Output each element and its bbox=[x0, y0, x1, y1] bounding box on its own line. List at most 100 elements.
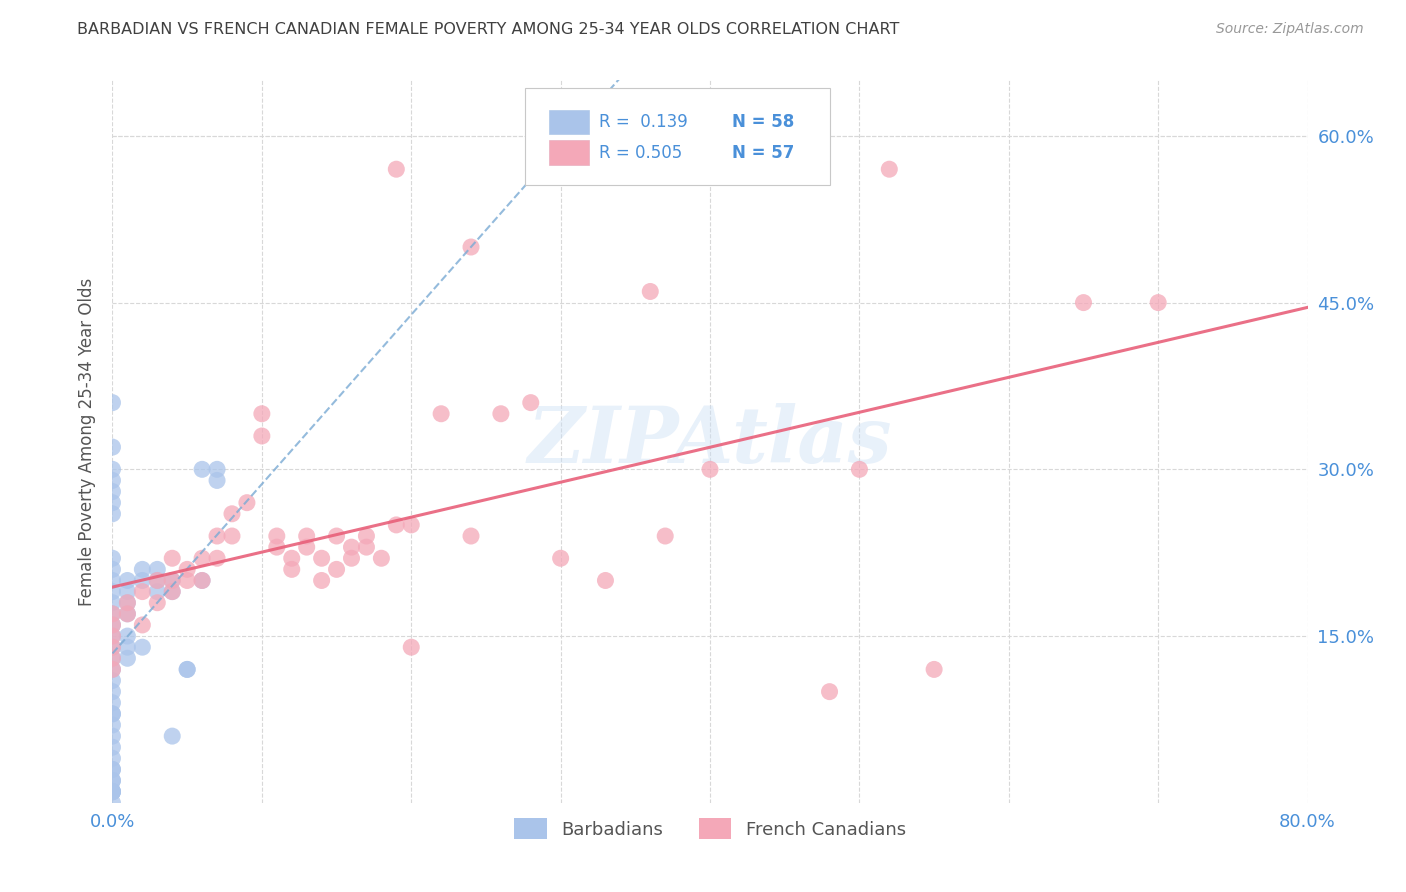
Point bbox=[101, 574, 124, 588]
Point bbox=[117, 629, 139, 643]
Point bbox=[385, 162, 408, 177]
Point bbox=[295, 540, 318, 554]
Point bbox=[221, 507, 243, 521]
Point bbox=[325, 562, 347, 576]
Point bbox=[101, 796, 124, 810]
Point bbox=[281, 562, 304, 576]
Point bbox=[101, 484, 124, 499]
Point bbox=[162, 551, 183, 566]
Point bbox=[311, 574, 333, 588]
Point bbox=[162, 729, 183, 743]
Point bbox=[162, 584, 183, 599]
Point bbox=[101, 507, 124, 521]
Point bbox=[266, 529, 288, 543]
Point bbox=[489, 407, 512, 421]
Point bbox=[550, 551, 572, 566]
Point bbox=[131, 562, 153, 576]
Point bbox=[101, 640, 124, 655]
Text: R = 0.505: R = 0.505 bbox=[599, 144, 682, 161]
Point bbox=[356, 529, 378, 543]
Point bbox=[101, 751, 124, 765]
Point bbox=[101, 640, 124, 655]
Point bbox=[101, 706, 124, 721]
Point bbox=[325, 529, 347, 543]
FancyBboxPatch shape bbox=[548, 110, 589, 135]
Point bbox=[117, 584, 139, 599]
Point bbox=[191, 574, 214, 588]
Point bbox=[101, 785, 124, 799]
Point bbox=[101, 740, 124, 755]
Text: N = 57: N = 57 bbox=[731, 144, 794, 161]
Point bbox=[101, 662, 124, 676]
Text: Source: ZipAtlas.com: Source: ZipAtlas.com bbox=[1216, 22, 1364, 37]
Point bbox=[101, 551, 124, 566]
Point bbox=[117, 596, 139, 610]
Point bbox=[250, 407, 273, 421]
Point bbox=[191, 551, 214, 566]
Text: N = 58: N = 58 bbox=[731, 113, 794, 131]
Point bbox=[101, 462, 124, 476]
Point bbox=[101, 651, 124, 665]
Point bbox=[146, 574, 169, 588]
Point bbox=[101, 763, 124, 777]
Point bbox=[101, 785, 124, 799]
Text: R =  0.139: R = 0.139 bbox=[599, 113, 688, 131]
Text: BARBADIAN VS FRENCH CANADIAN FEMALE POVERTY AMONG 25-34 YEAR OLDS CORRELATION CH: BARBADIAN VS FRENCH CANADIAN FEMALE POVE… bbox=[77, 22, 900, 37]
Point bbox=[879, 162, 901, 177]
FancyBboxPatch shape bbox=[524, 87, 830, 185]
Point bbox=[146, 574, 169, 588]
Point bbox=[640, 285, 662, 299]
Point bbox=[117, 607, 139, 621]
Point bbox=[101, 696, 124, 710]
FancyBboxPatch shape bbox=[548, 140, 589, 165]
Point bbox=[146, 596, 169, 610]
Point bbox=[101, 607, 124, 621]
Point bbox=[922, 662, 945, 676]
Point bbox=[370, 551, 392, 566]
Point bbox=[460, 529, 482, 543]
Point bbox=[654, 529, 676, 543]
Point bbox=[131, 618, 153, 632]
Point bbox=[131, 640, 153, 655]
Point bbox=[699, 462, 721, 476]
Point bbox=[595, 574, 617, 588]
Point bbox=[176, 562, 198, 576]
Point bbox=[101, 607, 124, 621]
Point bbox=[191, 462, 214, 476]
Point bbox=[340, 540, 363, 554]
Point bbox=[205, 529, 228, 543]
Point bbox=[101, 584, 124, 599]
Point bbox=[176, 574, 198, 588]
Point bbox=[356, 540, 378, 554]
Point bbox=[101, 496, 124, 510]
Point bbox=[101, 729, 124, 743]
Point bbox=[101, 773, 124, 788]
Point bbox=[101, 651, 124, 665]
Text: ZIPAtlas: ZIPAtlas bbox=[527, 403, 893, 480]
Point bbox=[385, 517, 408, 532]
Point bbox=[117, 607, 139, 621]
Point bbox=[117, 651, 139, 665]
Point bbox=[460, 240, 482, 254]
Point bbox=[117, 574, 139, 588]
Point bbox=[236, 496, 259, 510]
Point bbox=[281, 551, 304, 566]
Point bbox=[1073, 295, 1095, 310]
Point bbox=[818, 684, 841, 698]
Point bbox=[117, 596, 139, 610]
Point bbox=[340, 551, 363, 566]
Point bbox=[176, 662, 198, 676]
Point bbox=[101, 629, 124, 643]
Point bbox=[191, 574, 214, 588]
Point bbox=[146, 562, 169, 576]
Point bbox=[101, 562, 124, 576]
Point bbox=[430, 407, 453, 421]
Point bbox=[401, 517, 423, 532]
Point bbox=[295, 529, 318, 543]
Point bbox=[101, 474, 124, 488]
Point bbox=[101, 395, 124, 409]
Point bbox=[205, 462, 228, 476]
Point bbox=[221, 529, 243, 543]
Point bbox=[101, 618, 124, 632]
Point bbox=[101, 440, 124, 454]
